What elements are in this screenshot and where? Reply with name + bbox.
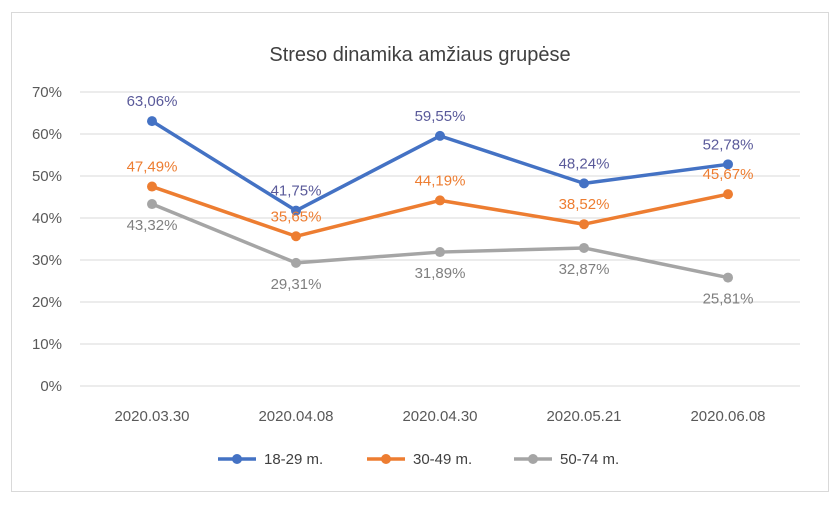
y-tick-label: 60% xyxy=(32,126,62,143)
data-labels: 63,06% 41,75% 59,55% 48,24% 52,78% 47,49% 35,6… xyxy=(127,93,754,307)
y-tick-label: 70% xyxy=(32,84,62,101)
y-tick-label: 50% xyxy=(32,168,62,185)
gridlines xyxy=(80,91,800,387)
data-point xyxy=(723,189,733,200)
data-point xyxy=(435,195,445,206)
data-label: 48,24% xyxy=(559,155,610,172)
data-label: 38,52% xyxy=(559,196,610,213)
data-point xyxy=(291,257,301,268)
data-label: 44,19% xyxy=(415,172,466,189)
data-point xyxy=(579,178,589,189)
x-tick-label: 2020.03.30 xyxy=(114,408,189,425)
y-tick-label: 40% xyxy=(32,210,62,227)
chart-title: Streso dinamika amžiaus grupėse xyxy=(269,44,570,66)
legend-label: 18-29 m. xyxy=(264,451,323,468)
y-tick-label: 20% xyxy=(32,294,62,311)
legend-label: 30-49 m. xyxy=(413,451,472,468)
data-point xyxy=(435,130,445,141)
data-label: 52,78% xyxy=(703,136,754,153)
data-point xyxy=(291,231,301,242)
data-point xyxy=(147,181,157,192)
data-label: 32,87% xyxy=(559,261,610,278)
y-axis: 0% 10% 20% 30% 40% 50% 60% 70% xyxy=(32,84,62,395)
data-label: 25,81% xyxy=(703,291,754,308)
data-point xyxy=(723,272,733,283)
x-axis: 2020.03.30 2020.04.08 2020.04.30 2020.05.21… xyxy=(114,408,765,425)
data-point xyxy=(291,205,301,216)
legend-marker xyxy=(232,454,242,464)
x-tick-label: 2020.04.30 xyxy=(402,408,477,425)
data-label: 43,32% xyxy=(127,217,178,234)
legend-marker xyxy=(528,454,538,464)
data-label: 63,06% xyxy=(127,93,178,110)
data-label: 41,75% xyxy=(271,183,322,200)
data-point xyxy=(579,242,589,253)
y-tick-label: 10% xyxy=(32,336,62,353)
x-tick-label: 2020.05.21 xyxy=(546,408,621,425)
data-label: 29,31% xyxy=(271,276,322,293)
legend-label: 50-74 m. xyxy=(560,451,619,468)
x-tick-label: 2020.06.08 xyxy=(690,408,765,425)
data-point xyxy=(579,219,589,230)
data-label: 45,67% xyxy=(703,166,754,183)
data-label: 59,55% xyxy=(415,108,466,125)
data-point xyxy=(147,199,157,210)
data-label: 35,65% xyxy=(271,208,322,225)
legend-marker xyxy=(381,454,391,464)
legend: 18-29 m. 30-49 m. 50-74 m. xyxy=(218,451,619,468)
data-point xyxy=(147,116,157,127)
data-label: 31,89% xyxy=(415,265,466,282)
y-tick-label: 0% xyxy=(40,378,62,395)
x-tick-label: 2020.04.08 xyxy=(258,408,333,425)
data-point xyxy=(435,247,445,258)
data-point xyxy=(723,159,733,170)
series-markers xyxy=(147,116,733,283)
data-label: 47,49% xyxy=(127,159,178,176)
series-line-2 xyxy=(151,184,729,239)
y-tick-label: 30% xyxy=(32,252,62,269)
